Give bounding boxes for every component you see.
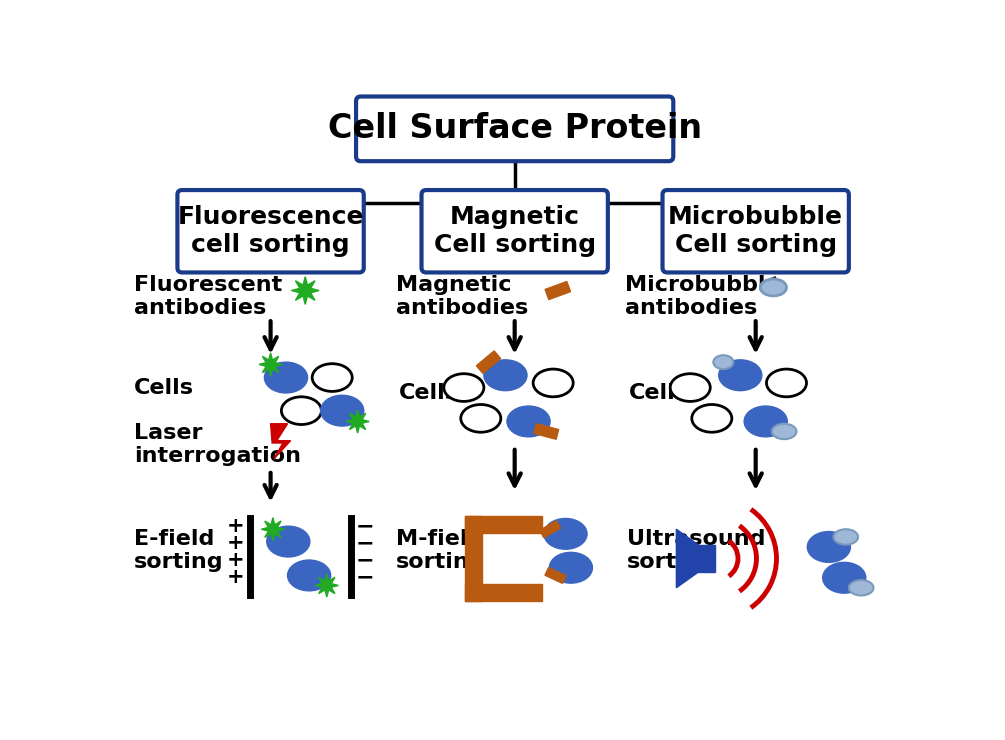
Ellipse shape [744, 406, 787, 437]
Ellipse shape [772, 424, 797, 439]
Text: −: − [356, 533, 375, 553]
Ellipse shape [264, 362, 308, 393]
Text: M-field
sorting: M-field sorting [396, 529, 485, 573]
Ellipse shape [670, 374, 711, 401]
Ellipse shape [266, 526, 310, 557]
Text: Magnetic
Cell sorting: Magnetic Cell sorting [433, 205, 596, 257]
FancyBboxPatch shape [178, 190, 364, 272]
Ellipse shape [714, 355, 734, 369]
Text: Fluorescent
antibodies: Fluorescent antibodies [135, 275, 282, 318]
Text: Microbubble
antibodies: Microbubble antibodies [625, 275, 781, 318]
Text: +: + [227, 533, 245, 553]
Ellipse shape [544, 519, 587, 549]
Ellipse shape [767, 369, 806, 397]
Ellipse shape [719, 360, 762, 391]
Ellipse shape [550, 552, 592, 583]
Bar [465, 517, 482, 601]
Ellipse shape [807, 531, 850, 562]
Bar [697, 545, 715, 572]
Polygon shape [261, 518, 284, 541]
Text: Microbubble
Cell sorting: Microbubble Cell sorting [668, 205, 843, 257]
Ellipse shape [460, 405, 500, 432]
Text: Cell Surface Protein: Cell Surface Protein [328, 112, 701, 145]
Bar [545, 568, 566, 583]
Text: E-field
sorting: E-field sorting [135, 529, 224, 573]
Polygon shape [259, 353, 282, 376]
Ellipse shape [833, 529, 858, 545]
Text: −: − [356, 517, 375, 536]
Bar [476, 351, 500, 374]
Ellipse shape [287, 560, 331, 591]
Bar [540, 521, 561, 538]
Text: Cells: Cells [135, 377, 194, 397]
Ellipse shape [507, 406, 550, 437]
Ellipse shape [483, 360, 527, 391]
Polygon shape [291, 277, 320, 304]
Bar [465, 584, 543, 601]
Text: Ultrasound
sorting: Ultrasound sorting [627, 529, 766, 573]
Text: Magnetic
antibodies: Magnetic antibodies [396, 275, 529, 318]
Polygon shape [676, 529, 697, 588]
Text: −: − [356, 567, 375, 587]
Ellipse shape [281, 397, 322, 425]
Text: Laser
interrogation: Laser interrogation [135, 423, 302, 466]
Polygon shape [316, 574, 339, 597]
Text: −: − [356, 550, 375, 570]
FancyBboxPatch shape [356, 96, 673, 161]
Ellipse shape [444, 374, 483, 401]
FancyBboxPatch shape [421, 190, 608, 272]
Bar [465, 517, 543, 533]
Ellipse shape [321, 395, 364, 426]
Bar [534, 423, 559, 440]
Ellipse shape [849, 580, 873, 596]
Ellipse shape [823, 562, 865, 593]
Ellipse shape [313, 363, 352, 391]
Polygon shape [346, 410, 369, 433]
Ellipse shape [761, 279, 787, 296]
Bar [545, 281, 571, 300]
Polygon shape [270, 424, 290, 459]
Text: Fluorescence
cell sorting: Fluorescence cell sorting [177, 205, 364, 257]
Text: +: + [227, 567, 245, 587]
Text: +: + [227, 550, 245, 570]
FancyBboxPatch shape [662, 190, 849, 272]
Text: Cells: Cells [629, 383, 688, 403]
Text: Cells: Cells [399, 383, 459, 403]
Ellipse shape [534, 369, 573, 397]
Text: +: + [227, 517, 245, 536]
Ellipse shape [691, 405, 732, 432]
